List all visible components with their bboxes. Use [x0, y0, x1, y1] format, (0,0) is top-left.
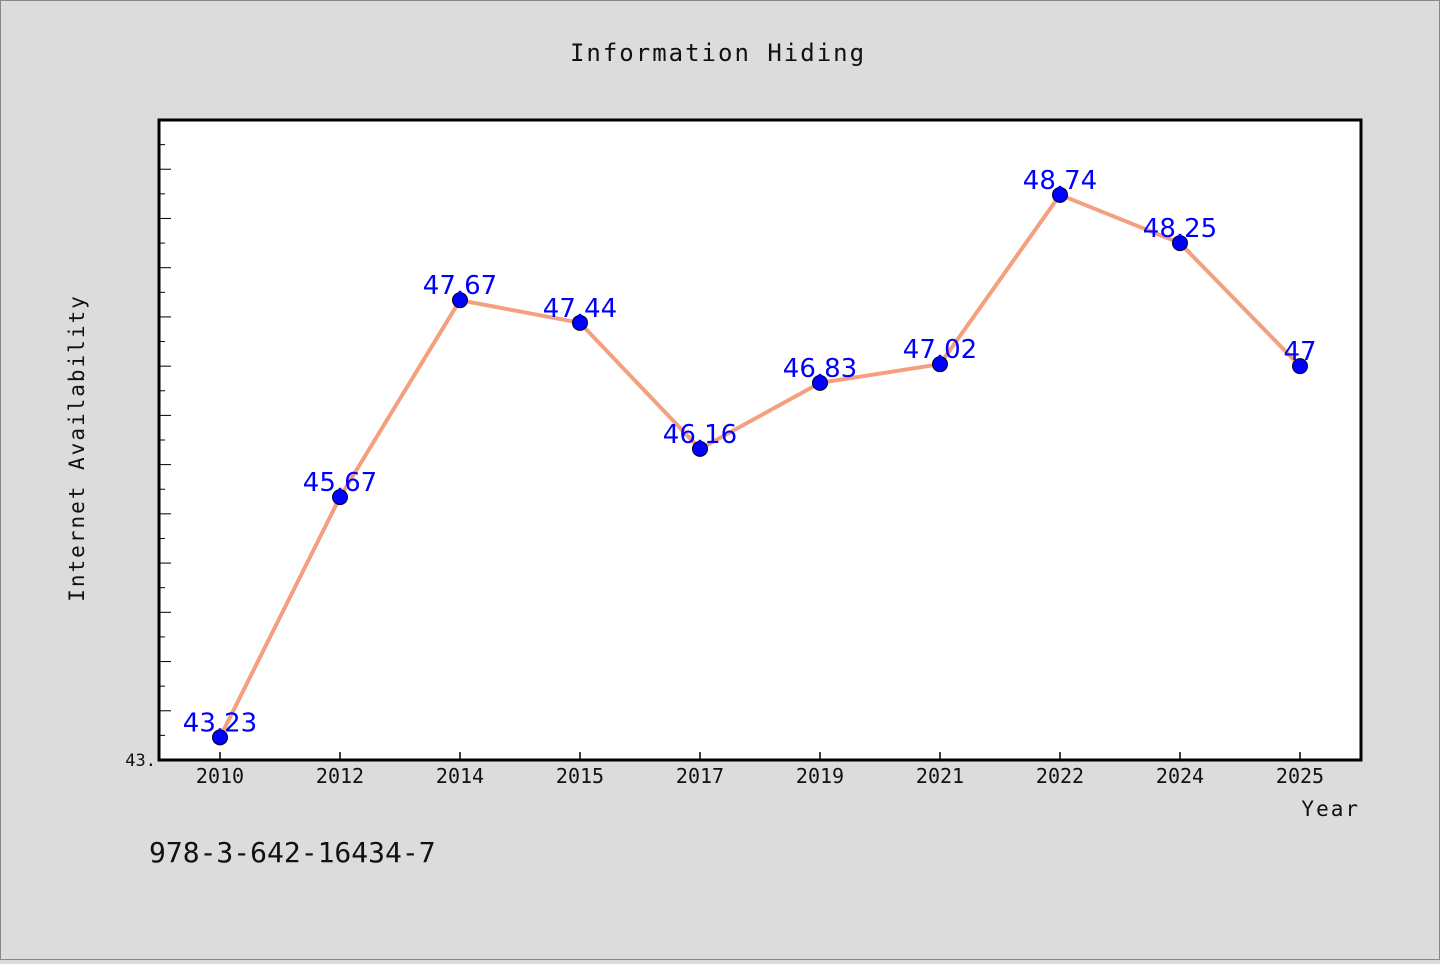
plot-area	[159, 120, 1361, 760]
x-tick-label: 2017	[676, 764, 724, 788]
data-point	[452, 292, 468, 309]
data-label: 46.16	[663, 420, 737, 450]
data-point	[1172, 235, 1188, 252]
data-label: 47.67	[423, 271, 497, 301]
x-tick-label: 2012	[316, 764, 364, 788]
x-tick-label: 2014	[436, 764, 484, 788]
data-point	[692, 440, 708, 457]
x-tick-label: 2022	[1036, 764, 1084, 788]
series-line	[218, 192, 1302, 739]
y-tick-label: 43.	[125, 751, 156, 771]
x-tick-label: 2019	[796, 764, 844, 788]
x-axis-title: Year	[1301, 797, 1360, 821]
data-point	[812, 374, 828, 391]
x-tick-label: 2021	[916, 764, 964, 788]
data-point	[332, 489, 348, 506]
data-label: 47	[1283, 337, 1316, 367]
data-point	[212, 729, 228, 746]
x-tick-label: 2024	[1156, 764, 1204, 788]
x-tick-label: 2010	[196, 764, 244, 788]
data-label: 48.74	[1023, 166, 1097, 196]
x-tick-label: 2015	[556, 764, 604, 788]
data-label: 47.02	[903, 335, 977, 365]
x-tick-labels: 2010 2012 2014 2015 2017 2019 2021 2022 2024 2025	[196, 764, 1324, 788]
y-axis-title: Internet Availability	[65, 294, 89, 602]
data-label: 47.44	[543, 294, 617, 324]
data-label: 45.67	[303, 468, 377, 498]
series-layer: 43.23 45.67 47.67 47.44 46.16 46.83 47.02 48.74…	[183, 166, 1317, 746]
data-point	[1052, 186, 1068, 203]
chart-title: Information Hiding	[570, 39, 866, 67]
x-tick-label: 2025	[1276, 764, 1324, 788]
data-label: 46.83	[783, 354, 857, 384]
plot-frame	[157, 118, 1363, 762]
data-point	[932, 356, 948, 373]
data-point	[572, 314, 588, 331]
data-label: 43.23	[183, 708, 257, 738]
data-label: 48.25	[1143, 214, 1217, 244]
data-point	[1292, 358, 1308, 375]
footer-text: 978-3-642-16434-7	[149, 836, 436, 869]
